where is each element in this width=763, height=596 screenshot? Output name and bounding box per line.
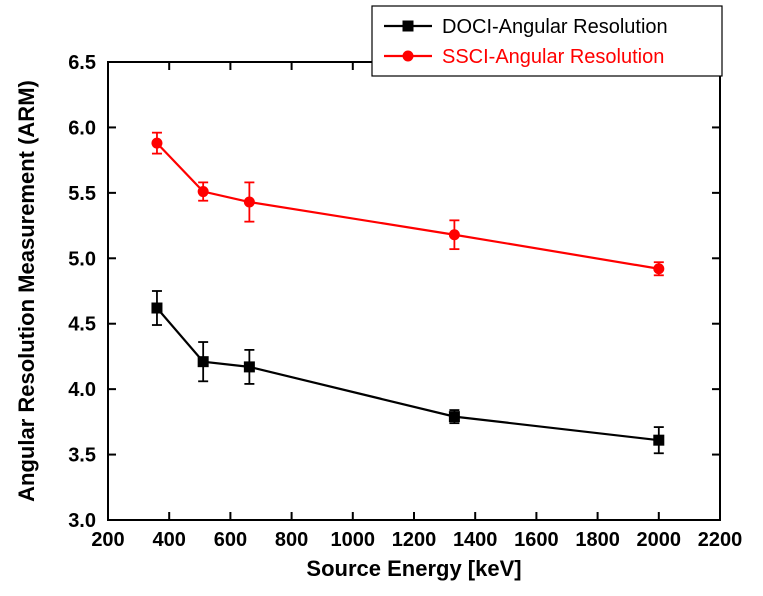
chart-bg (0, 0, 763, 596)
x-tick-label: 1200 (392, 529, 437, 551)
y-tick-label: 6.0 (68, 117, 96, 139)
x-tick-label: 600 (214, 529, 247, 551)
y-axis-label: Angular Resolution Measurement (ARM) (14, 80, 39, 502)
series-0-marker (449, 411, 460, 422)
legend: DOCI-Angular Resolution SSCI-Angular Reso… (372, 6, 722, 76)
legend-label: DOCI-Angular Resolution (442, 16, 668, 38)
x-tick-label: 400 (153, 529, 186, 551)
x-tick-label: 800 (275, 529, 308, 551)
series-1-marker (653, 263, 664, 274)
series-1-marker (449, 229, 460, 240)
x-tick-label: 1000 (331, 529, 376, 551)
y-tick-label: 4.0 (68, 379, 96, 401)
x-tick-label: 200 (91, 529, 124, 551)
legend-marker (403, 21, 414, 32)
legend-label: SSCI-Angular Resolution (442, 46, 664, 68)
chart-container: 200 400 600 800 1000 1200 1400 1600 1800 2000 2200… (0, 0, 763, 596)
series-1-marker (244, 197, 255, 208)
y-tick-label: 5.5 (68, 183, 96, 205)
series-0-marker (198, 356, 209, 367)
y-tick-label: 3.5 (68, 445, 96, 467)
y-tick-label: 5.0 (68, 248, 96, 270)
x-tick-label: 1600 (514, 529, 559, 551)
legend-marker (403, 51, 414, 62)
series-0-marker (244, 361, 255, 372)
x-tick-label: 2200 (698, 529, 743, 551)
chart-svg: 200 400 600 800 1000 1200 1400 1600 1800 2000 2200… (0, 0, 763, 596)
series-1-marker (198, 186, 209, 197)
x-tick-label: 1800 (575, 529, 620, 551)
series-0-marker (653, 435, 664, 446)
y-tick-label: 4.5 (68, 314, 96, 336)
series-1-marker (151, 138, 162, 149)
x-tick-label: 2000 (637, 529, 682, 551)
series-0-marker (151, 303, 162, 314)
x-tick-label: 1400 (453, 529, 498, 551)
x-axis-label: Source Energy [keV] (306, 556, 521, 581)
y-tick-label: 6.5 (68, 52, 96, 74)
y-tick-label: 3.0 (68, 510, 96, 532)
